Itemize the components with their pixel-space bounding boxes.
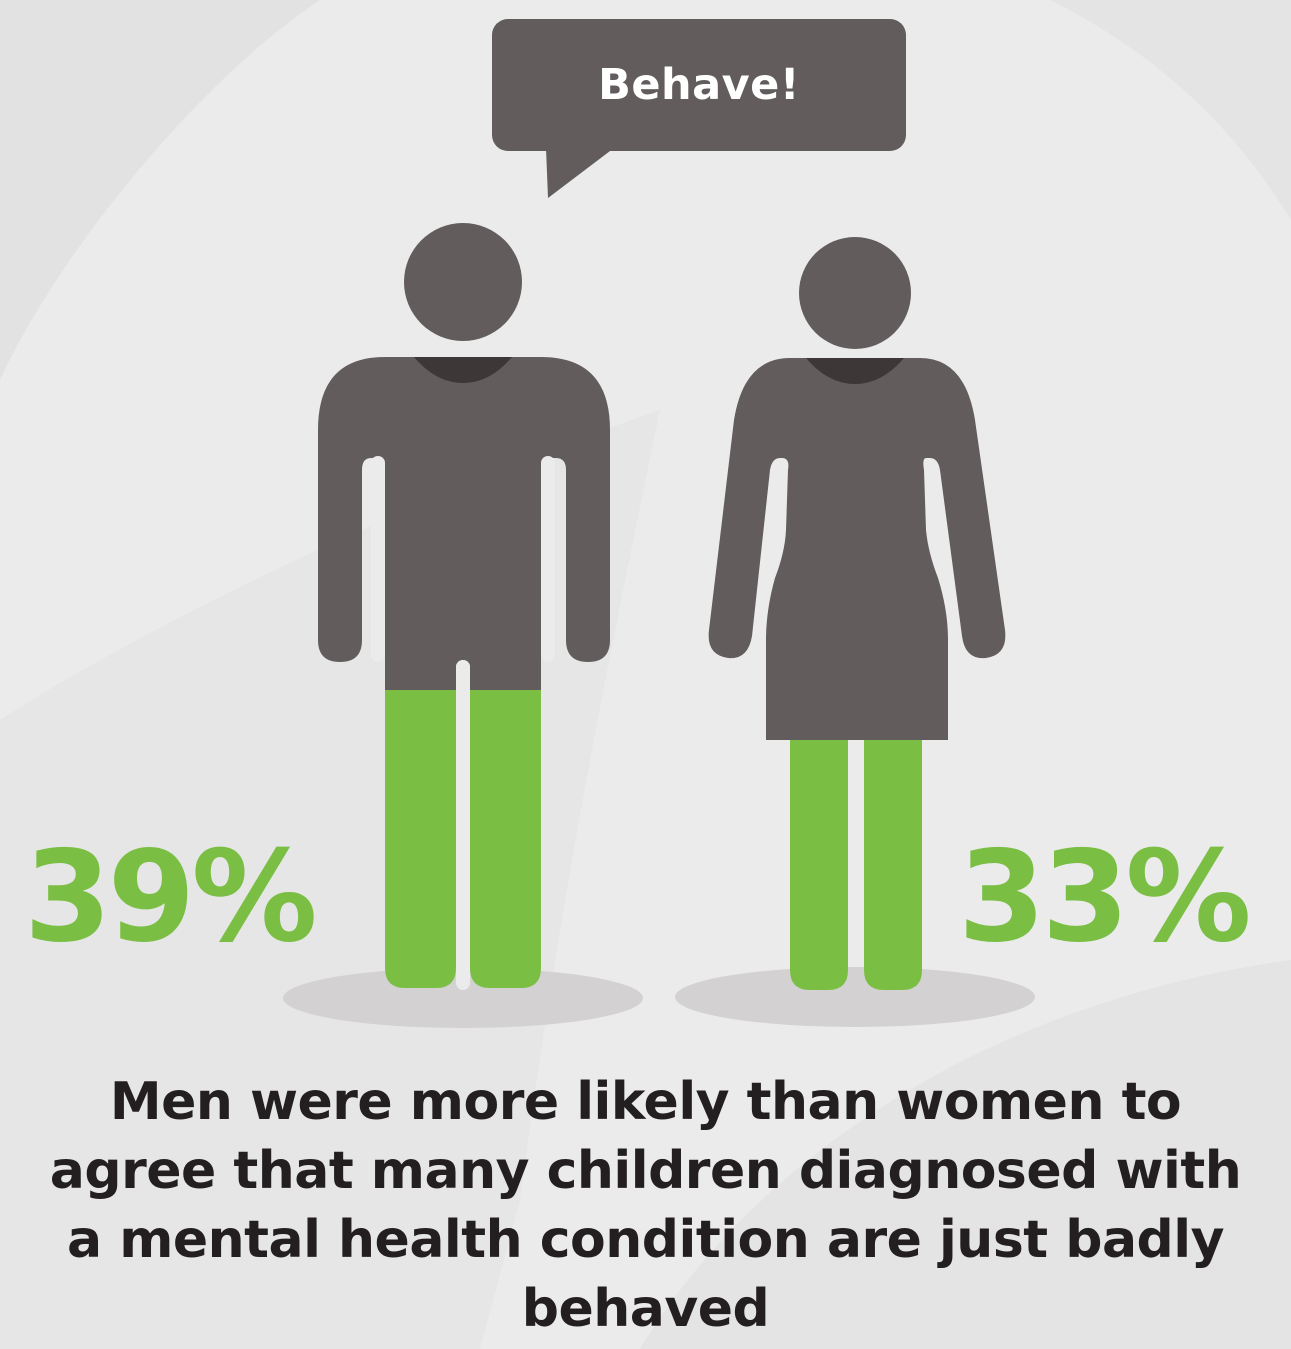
speech-bubble	[492, 19, 906, 151]
men-percentage: 39%	[24, 823, 318, 970]
women-percentage: 33%	[958, 823, 1252, 970]
woman-icon	[708, 237, 1006, 990]
man-shadow	[283, 968, 643, 1028]
woman-shadow	[675, 967, 1035, 1027]
speech-bubble-tail	[546, 148, 614, 198]
caption-text: Men were more likely than women to agree…	[49, 1072, 1242, 1339]
man-icon	[318, 223, 610, 990]
speech-bubble-text: Behave!	[598, 60, 800, 110]
